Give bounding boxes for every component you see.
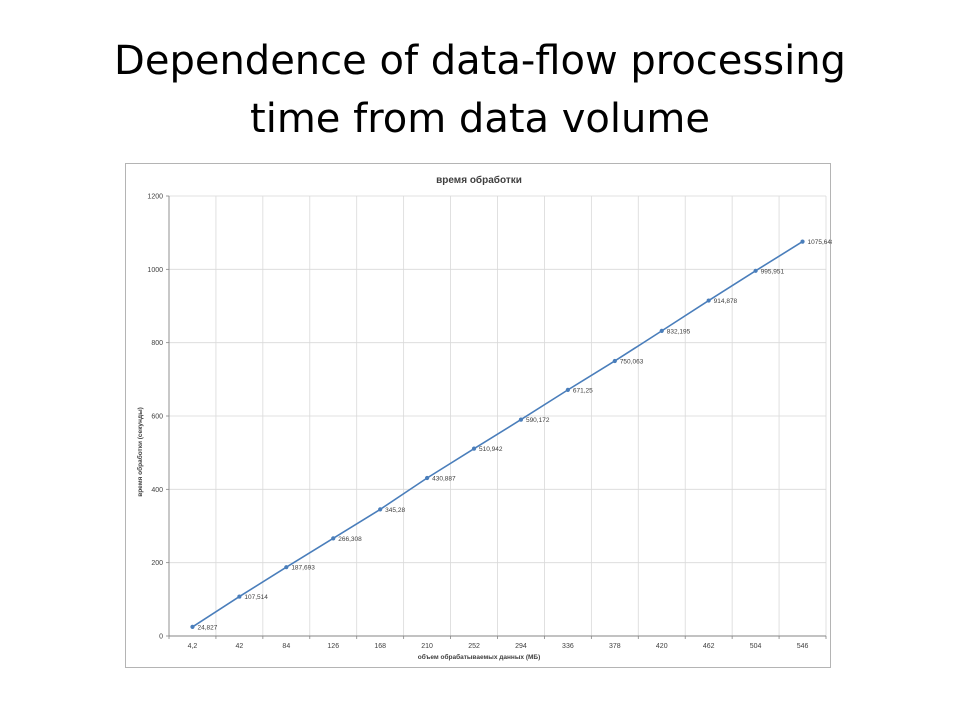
x-tick-label: 462 [703, 643, 715, 650]
chart-frame: время обработки 0 200 400 600 800 1000 1200 4,… [125, 163, 832, 668]
x-tick-label: 168 [374, 643, 386, 650]
data-point [612, 358, 617, 364]
data-label: 266,308 [338, 536, 362, 543]
x-tick-label: 546 [797, 643, 809, 650]
data-label: 914,878 [714, 298, 738, 305]
series-line [192, 240, 803, 628]
data-label: 1075,648 [808, 239, 832, 246]
data-label: 750,063 [620, 358, 644, 365]
gridlines [169, 195, 827, 636]
y-tick-label: 400 [151, 487, 163, 494]
data-point [284, 565, 289, 570]
slide-title: Dependence of data-flow processing time … [0, 32, 960, 148]
data-point [237, 594, 242, 599]
data-label: 24,827 [197, 624, 217, 631]
data-label: 510,942 [479, 446, 503, 453]
y-tick-labels: 0 200 400 600 800 1000 1200 [147, 194, 163, 641]
x-tick-label: 420 [656, 643, 668, 650]
data-point [331, 536, 336, 541]
x-tick-label: 378 [609, 643, 621, 650]
line-chart: время обработки 0 200 400 600 800 1000 1200 4,… [136, 174, 832, 661]
data-label: 345,28 [385, 507, 405, 514]
data-labels: 24,827 107,514 187,693 266,308 345,28 430,887… [197, 239, 832, 631]
data-point [518, 417, 524, 422]
data-point [753, 268, 758, 273]
data-point [425, 475, 430, 481]
x-tick-label: 4,2 [188, 643, 198, 650]
data-label: 430,887 [432, 476, 456, 483]
y-tick-label: 800 [151, 340, 163, 347]
data-point [800, 239, 805, 244]
data-label: 832,195 [667, 328, 691, 335]
data-point [471, 446, 477, 451]
axes [166, 195, 827, 639]
slide-title-line-1: Dependence of data-flow processing [114, 38, 846, 84]
data-point [190, 624, 195, 629]
y-tick-label: 200 [151, 560, 163, 567]
x-tick-label: 42 [235, 643, 243, 650]
data-points [190, 239, 805, 629]
data-label: 187,693 [291, 565, 315, 572]
series-line-layer [192, 240, 803, 628]
data-point [378, 507, 383, 512]
data-point [659, 328, 664, 333]
x-tick-label: 294 [515, 643, 527, 650]
x-tick-label: 252 [468, 643, 480, 650]
data-label: 671,25 [573, 387, 593, 394]
data-label: 590,172 [526, 417, 550, 424]
data-point [565, 387, 570, 392]
x-tick-label: 336 [562, 643, 574, 650]
y-tick-label: 1000 [147, 267, 163, 274]
x-axis-title: объем обрабатываемых данных (МБ) [418, 653, 541, 661]
x-tick-label: 210 [421, 643, 433, 650]
slide-title-line-2: time from data volume [250, 96, 710, 142]
x-tick-label: 126 [327, 643, 339, 650]
x-tick-label: 504 [750, 643, 762, 650]
data-point [706, 298, 711, 303]
y-tick-label: 0 [159, 634, 163, 641]
y-tick-label: 1200 [147, 194, 163, 201]
x-tick-label: 84 [282, 643, 290, 650]
chart-title: время обработки [436, 174, 522, 186]
x-tick-labels: 4,2 42 84 126 168 210 252 294 336 378 420 462 504 546 [188, 643, 809, 650]
data-label: 107,514 [244, 594, 268, 601]
y-axis-title: время обработки (секунды) [136, 407, 144, 497]
y-tick-label: 600 [151, 414, 163, 421]
data-label: 995,951 [761, 268, 785, 275]
